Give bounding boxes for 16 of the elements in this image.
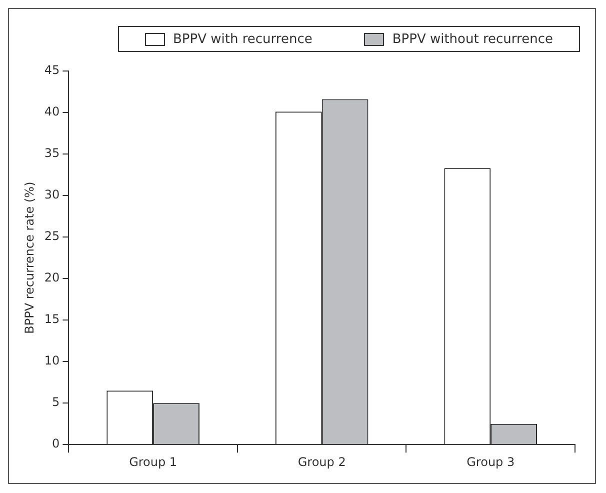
y-tick-label: 20 [44, 270, 60, 285]
y-tick-label: 40 [44, 104, 60, 119]
x-tick-label: Group 2 [298, 454, 346, 469]
y-tick-label: 0 [52, 436, 60, 451]
y-tick-label: 30 [44, 188, 60, 202]
legend-label: BPPV without recurrence [392, 32, 553, 46]
y-tick-label: 15 [44, 312, 60, 326]
y-tick-label: 10 [44, 354, 60, 368]
y-tick-label: 25 [44, 229, 60, 244]
x-tick-label: Group 3 [466, 454, 515, 469]
y-tick-label: 35 [44, 146, 60, 160]
y-tick-label: 45 [44, 63, 60, 78]
y-axis-title: BPPV recurrence rate (%) [22, 182, 36, 334]
legend-label: BPPV with recurrence [173, 32, 312, 46]
y-tick-label: 5 [52, 395, 60, 410]
x-tick-label: Group 1 [129, 454, 178, 469]
